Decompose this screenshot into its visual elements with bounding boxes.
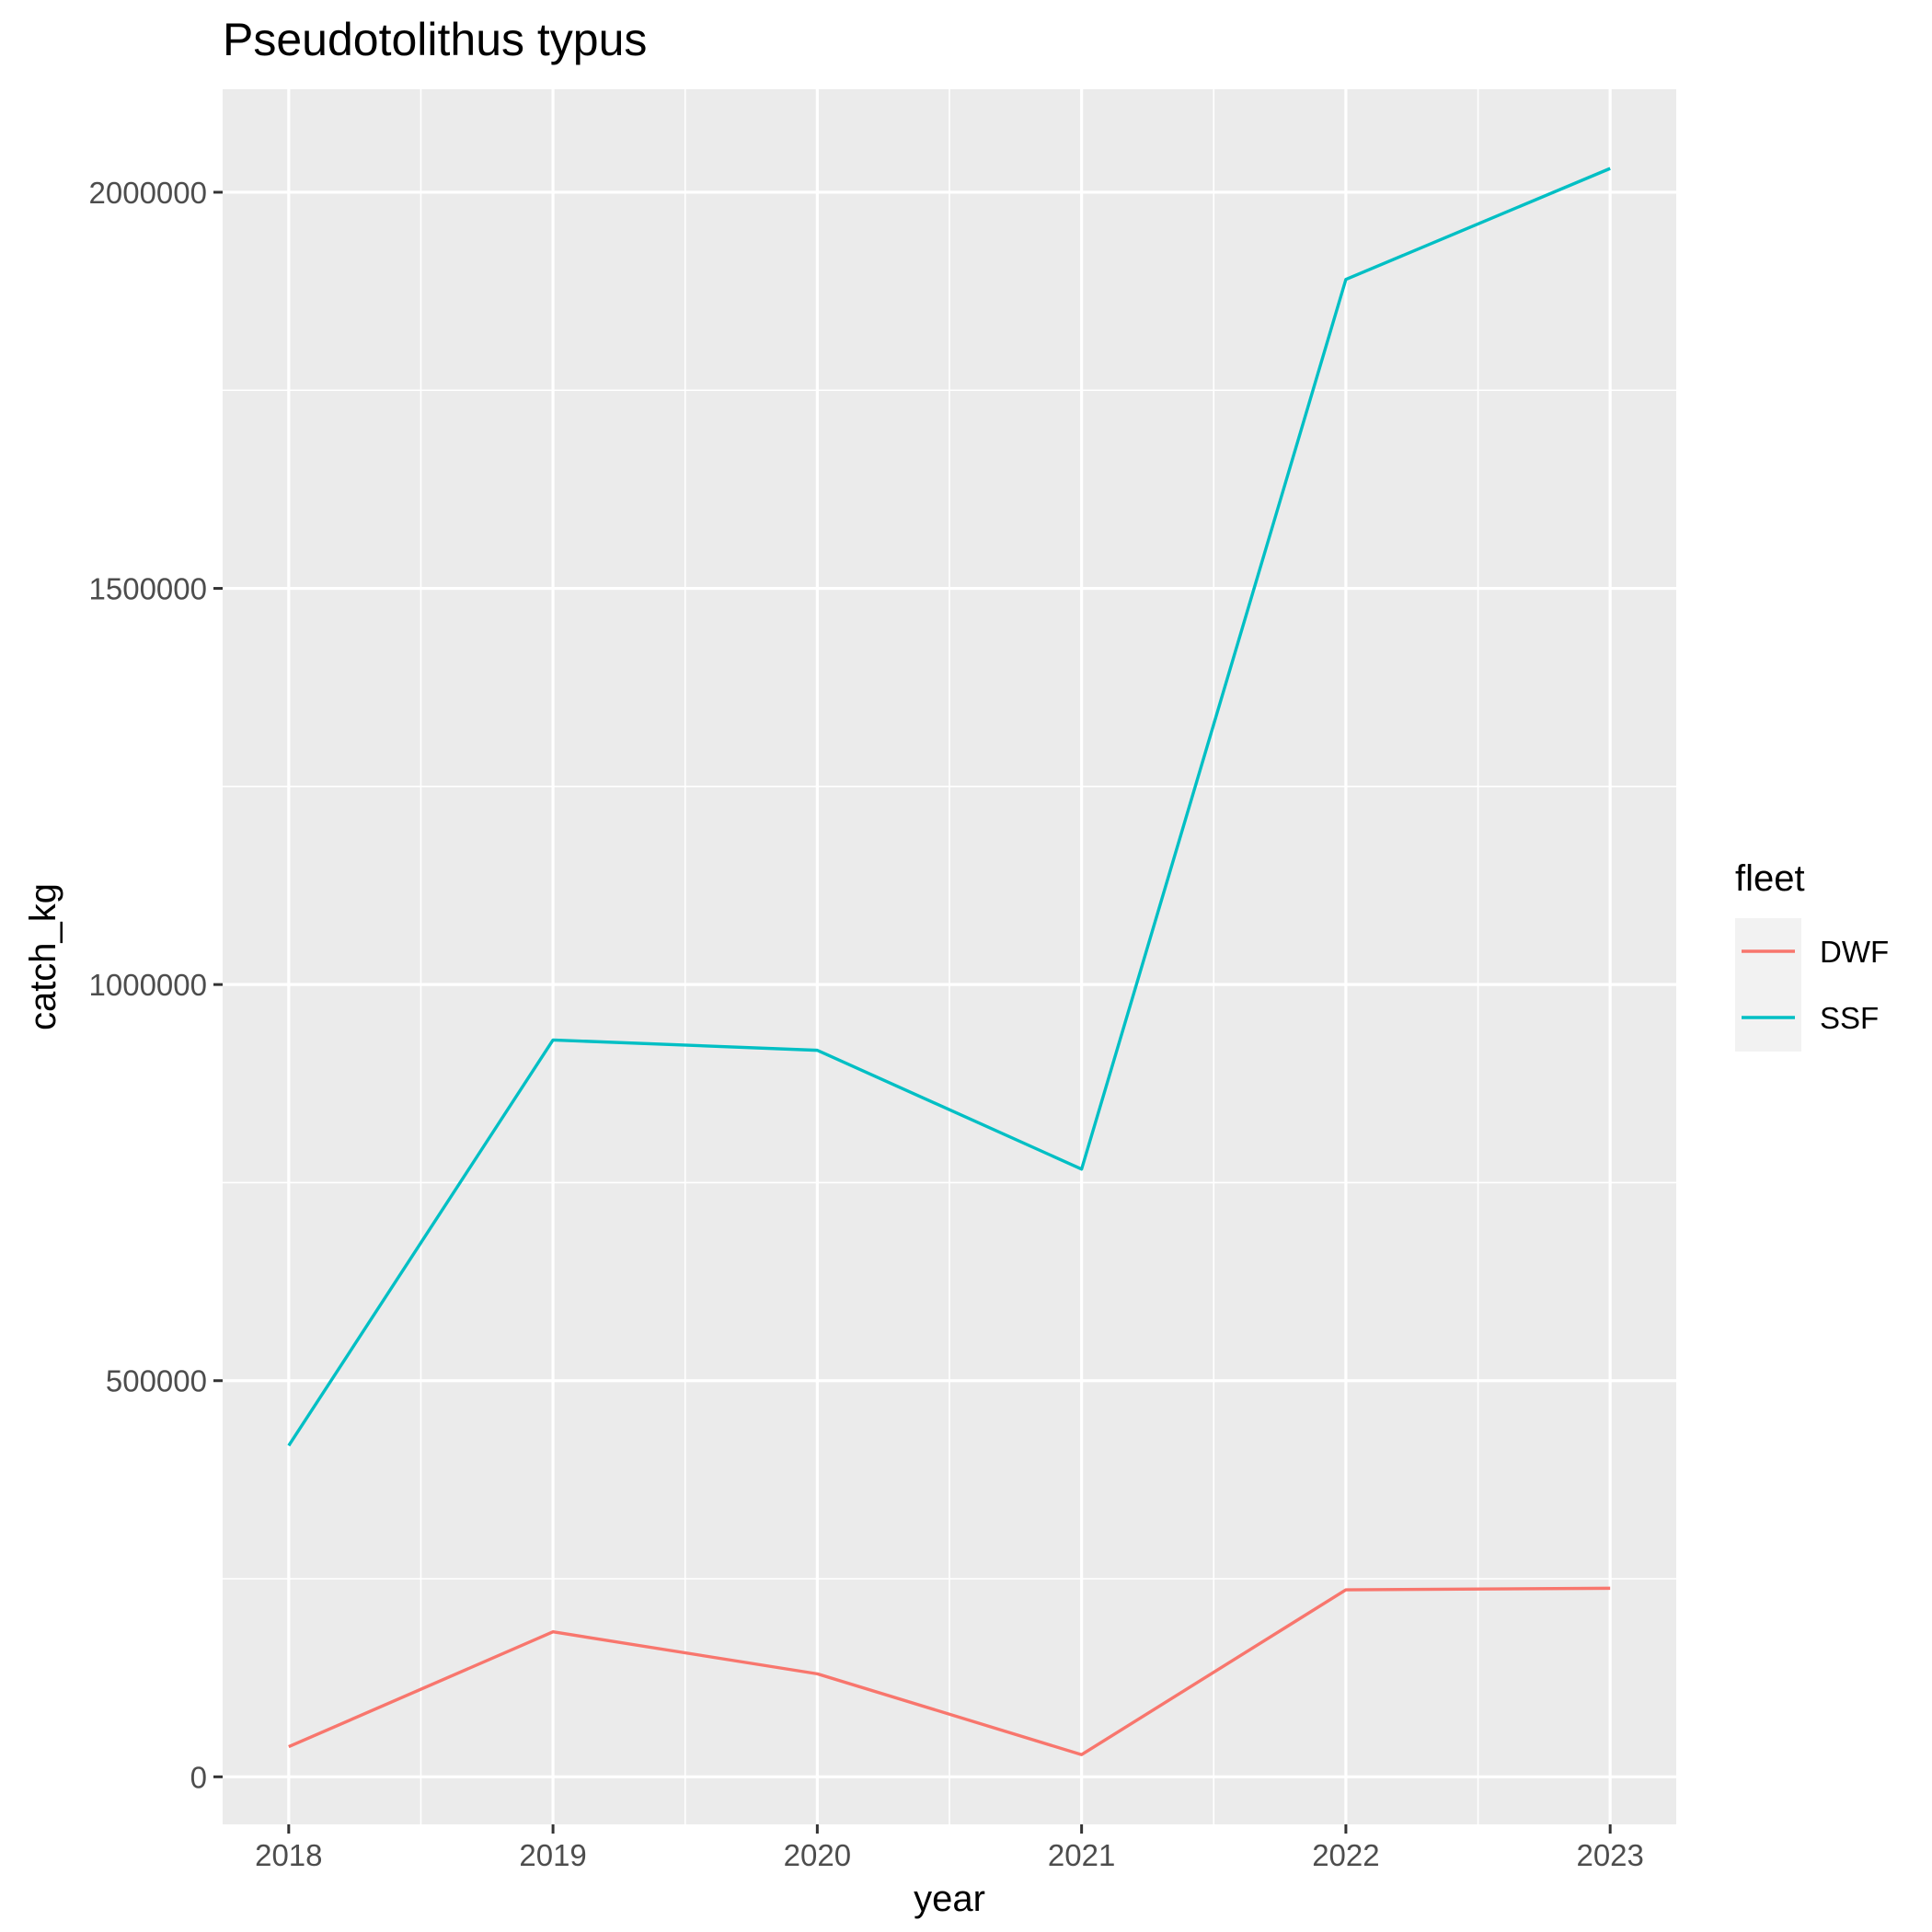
series-lines — [287, 167, 1611, 1756]
gridlines — [223, 89, 1676, 1824]
x-tick-label: 2023 — [1576, 1838, 1643, 1872]
x-tick-label: 2020 — [784, 1838, 851, 1872]
legend: fleet DWF SSF — [1735, 858, 1889, 1052]
x-tick-label: 2022 — [1312, 1838, 1379, 1872]
legend-keys-background — [1735, 918, 1801, 1052]
x-tick-label: 2019 — [519, 1838, 586, 1872]
axis-ticks — [213, 190, 1612, 1834]
x-axis-title: year — [914, 1879, 985, 1919]
chart-title: Pseudotolithus typus — [223, 14, 647, 65]
x-tick-label: 2021 — [1048, 1838, 1115, 1872]
y-tick-label: 1500000 — [89, 572, 207, 606]
series-line-dwf — [288, 1586, 1611, 1756]
y-tick-label: 0 — [190, 1760, 207, 1794]
legend-title: fleet — [1735, 858, 1805, 899]
legend-label-dwf: DWF — [1820, 935, 1889, 969]
y-tick-label: 1000000 — [89, 968, 207, 1002]
legend-label-ssf: SSF — [1820, 1001, 1879, 1035]
y-axis-title: catch_kg — [23, 883, 63, 1030]
series-line-ssf — [287, 167, 1611, 1447]
y-tick-label: 2000000 — [89, 176, 207, 210]
y-tick-label: 500000 — [106, 1364, 207, 1398]
tick-labels: 2018 2019 2020 2021 2022 2023 0 500000 1000000 15… — [89, 176, 1644, 1872]
x-tick-label: 2018 — [255, 1838, 322, 1872]
legend-items: DWF SSF — [1742, 935, 1889, 1035]
